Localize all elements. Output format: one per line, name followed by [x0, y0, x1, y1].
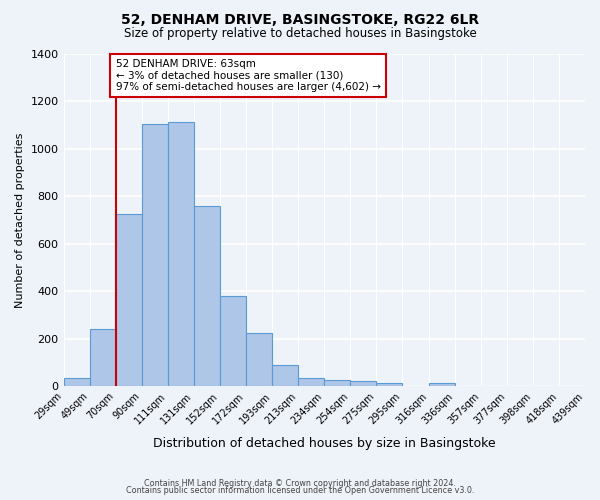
Bar — [220, 296, 246, 386]
Bar — [428, 383, 455, 386]
Bar — [116, 214, 142, 386]
Text: Contains public sector information licensed under the Open Government Licence v3: Contains public sector information licen… — [126, 486, 474, 495]
Bar — [89, 329, 116, 386]
Bar — [376, 383, 403, 386]
Text: Contains HM Land Registry data © Crown copyright and database right 2024.: Contains HM Land Registry data © Crown c… — [144, 478, 456, 488]
X-axis label: Distribution of detached houses by size in Basingstoke: Distribution of detached houses by size … — [153, 437, 496, 450]
Bar — [168, 122, 194, 386]
Text: Size of property relative to detached houses in Basingstoke: Size of property relative to detached ho… — [124, 28, 476, 40]
Bar — [350, 382, 376, 386]
Y-axis label: Number of detached properties: Number of detached properties — [15, 132, 25, 308]
Bar — [324, 380, 350, 386]
Bar — [64, 378, 89, 386]
Bar — [246, 332, 272, 386]
Bar — [142, 124, 168, 386]
Bar — [194, 206, 220, 386]
Bar — [272, 364, 298, 386]
Text: 52 DENHAM DRIVE: 63sqm
← 3% of detached houses are smaller (130)
97% of semi-det: 52 DENHAM DRIVE: 63sqm ← 3% of detached … — [116, 58, 380, 92]
Text: 52, DENHAM DRIVE, BASINGSTOKE, RG22 6LR: 52, DENHAM DRIVE, BASINGSTOKE, RG22 6LR — [121, 12, 479, 26]
Bar — [298, 378, 324, 386]
